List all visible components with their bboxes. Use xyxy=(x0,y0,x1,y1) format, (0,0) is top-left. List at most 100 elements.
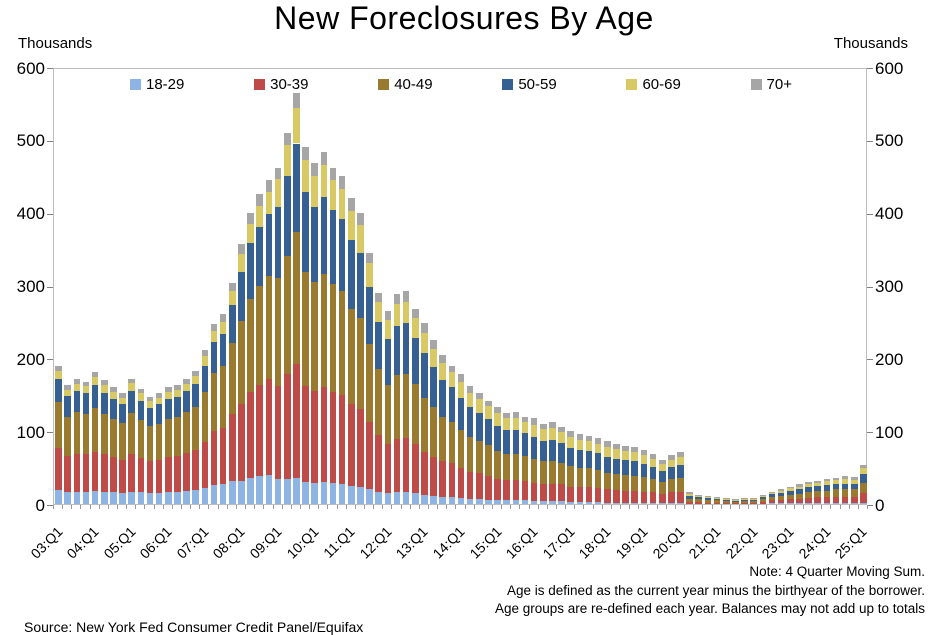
x-axis-tick xyxy=(107,505,109,509)
bar-segment-30-39-24:Q4 xyxy=(850,496,858,504)
bar-segment-30-39-03:Q3 xyxy=(73,453,81,492)
bar-segment-60-69-20:Q3 xyxy=(695,495,703,497)
x-axis-tick xyxy=(427,505,429,509)
bar-segment-70+-22:Q4 xyxy=(777,489,785,491)
bar-segment-60-69-12:Q2 xyxy=(393,303,401,326)
bar-segment-60-69-15:Q2 xyxy=(503,418,511,431)
bar-segment-30-39-09:Q1 xyxy=(274,386,282,480)
bar-segment-70+-17:Q1 xyxy=(567,431,575,437)
bar-segment-18-29-13:Q2 xyxy=(430,496,437,504)
bar-segment-50-59-21:Q2 xyxy=(722,499,730,502)
x-axis-tick xyxy=(336,505,338,509)
bar-segment-60-69-08:Q4 xyxy=(265,192,273,215)
x-axis-tick xyxy=(318,505,320,509)
bar-segment-30-39-20:Q1 xyxy=(677,491,684,503)
bar-segment-40-49-03:Q2 xyxy=(64,416,71,456)
bar-segment-60-69-23:Q1 xyxy=(786,487,794,491)
bar-segment-40-49-04:Q3 xyxy=(110,418,117,458)
bar-segment-30-39-15:Q4 xyxy=(521,480,529,501)
x-axis-tick xyxy=(181,505,183,509)
bar-segment-18-29-20:Q1 xyxy=(677,502,684,504)
x-axis-tick xyxy=(391,505,393,509)
bar-segment-18-29-19:Q4 xyxy=(668,502,675,504)
bar-segment-40-49-10:Q1 xyxy=(311,281,318,392)
bar-segment-60-69-13:Q1 xyxy=(421,332,428,354)
bar-segment-40-49-09:Q3 xyxy=(293,232,300,365)
bar-segment-70+-24:Q1 xyxy=(823,479,831,482)
bar-segment-18-29-11:Q2 xyxy=(357,486,364,504)
bar-segment-30-39-19:Q4 xyxy=(668,492,675,503)
x-axis-tick xyxy=(674,505,676,509)
bar-segment-40-49-19:Q3 xyxy=(658,482,666,494)
x-axis-tick xyxy=(190,505,192,509)
bar-segment-70+-23:Q2 xyxy=(796,484,803,487)
x-axis-tick xyxy=(126,505,128,509)
legend-swatch-icon xyxy=(378,79,390,90)
y-axis-label-left: 100 xyxy=(16,422,45,442)
bar-segment-70+-04:Q4 xyxy=(119,393,126,398)
bar-segment-30-39-21:Q4 xyxy=(741,502,748,504)
bar-segment-18-29-14:Q2 xyxy=(466,498,474,504)
bar-segment-50-59-19:Q4 xyxy=(668,466,675,480)
bar-segment-30-39-22:Q4 xyxy=(777,499,785,504)
bar-segment-30-39-06:Q2 xyxy=(174,455,181,492)
bar-segment-40-49-18:Q4 xyxy=(631,475,639,491)
bar-segment-70+-09:Q4 xyxy=(302,147,309,161)
bar-segment-40-49-08:Q4 xyxy=(265,276,273,380)
bar-segment-30-39-04:Q4 xyxy=(119,459,126,494)
bar-segment-50-59-07:Q4 xyxy=(229,305,236,344)
x-axis-tick xyxy=(601,505,603,509)
bar-segment-50-59-24:Q2 xyxy=(832,483,840,490)
bar-segment-18-29-06:Q3 xyxy=(183,490,190,504)
bar-segment-70+-22:Q1 xyxy=(750,498,757,499)
bar-segment-70+-11:Q2 xyxy=(357,212,364,226)
bar-segment-30-39-05:Q3 xyxy=(146,461,154,494)
bar-segment-30-39-24:Q1 xyxy=(823,497,831,504)
bar-segment-40-49-17:Q4 xyxy=(594,469,602,488)
bar-segment-70+-20:Q2 xyxy=(686,492,693,494)
bar-segment-40-49-04:Q4 xyxy=(119,423,126,460)
bar-segment-60-69-12:Q4 xyxy=(411,317,419,338)
bar-segment-60-69-05:Q1 xyxy=(128,383,136,392)
legend-label: 18-29 xyxy=(146,76,185,93)
bar-segment-60-69-24:Q4 xyxy=(850,479,858,484)
bar-segment-50-59-12:Q4 xyxy=(411,337,419,384)
bar-segment-18-29-14:Q3 xyxy=(475,498,483,504)
y-axis-tick xyxy=(867,359,873,361)
bar-segment-70+-07:Q1 xyxy=(201,350,209,357)
bar-segment-70+-21:Q2 xyxy=(722,498,730,499)
bar-segment-70+-13:Q3 xyxy=(439,354,446,364)
bar-segment-60-69-21:Q2 xyxy=(722,498,730,500)
bar-segment-60-69-18:Q1 xyxy=(604,447,611,457)
x-axis-tick xyxy=(501,505,503,509)
bar-segment-60-69-18:Q2 xyxy=(613,449,620,459)
bar-segment-40-49-04:Q2 xyxy=(101,413,108,455)
bar-segment-40-49-14:Q3 xyxy=(475,440,483,474)
legend-swatch-icon xyxy=(254,79,266,90)
bar-segment-40-49-04:Q1 xyxy=(91,407,99,452)
bar-segment-70+-14:Q1 xyxy=(457,374,465,382)
x-axis-tick xyxy=(748,505,750,509)
bar-segment-70+-09:Q2 xyxy=(283,132,291,145)
bar-segment-60-69-16:Q1 xyxy=(530,424,538,437)
bar-segment-60-69-05:Q4 xyxy=(155,397,163,405)
bar-segment-40-49-21:Q4 xyxy=(741,501,748,503)
bar-segment-60-69-17:Q2 xyxy=(576,439,584,451)
bar-segment-40-49-15:Q4 xyxy=(521,455,529,481)
x-axis-tick xyxy=(867,505,868,509)
bar-segment-60-69-11:Q2 xyxy=(357,225,364,253)
y-axis-label-left: 400 xyxy=(16,204,45,224)
x-axis-tick xyxy=(610,505,612,509)
bar-segment-60-69-21:Q4 xyxy=(741,498,748,500)
bar-segment-30-39-07:Q2 xyxy=(210,431,218,486)
bar-segment-70+-04:Q3 xyxy=(110,387,117,392)
bar-segment-70+-12:Q2 xyxy=(393,294,401,304)
bar-segment-40-49-11:Q1 xyxy=(347,308,355,404)
bar-segment-40-49-14:Q4 xyxy=(485,445,492,476)
bar-segment-60-69-14:Q2 xyxy=(466,392,474,408)
bar-segment-60-69-20:Q1 xyxy=(677,457,684,466)
bar-segment-70+-05:Q4 xyxy=(155,393,163,398)
bar-segment-70+-06:Q3 xyxy=(183,378,190,384)
x-axis-tick xyxy=(720,505,722,509)
bar-segment-70+-11:Q1 xyxy=(347,198,355,212)
